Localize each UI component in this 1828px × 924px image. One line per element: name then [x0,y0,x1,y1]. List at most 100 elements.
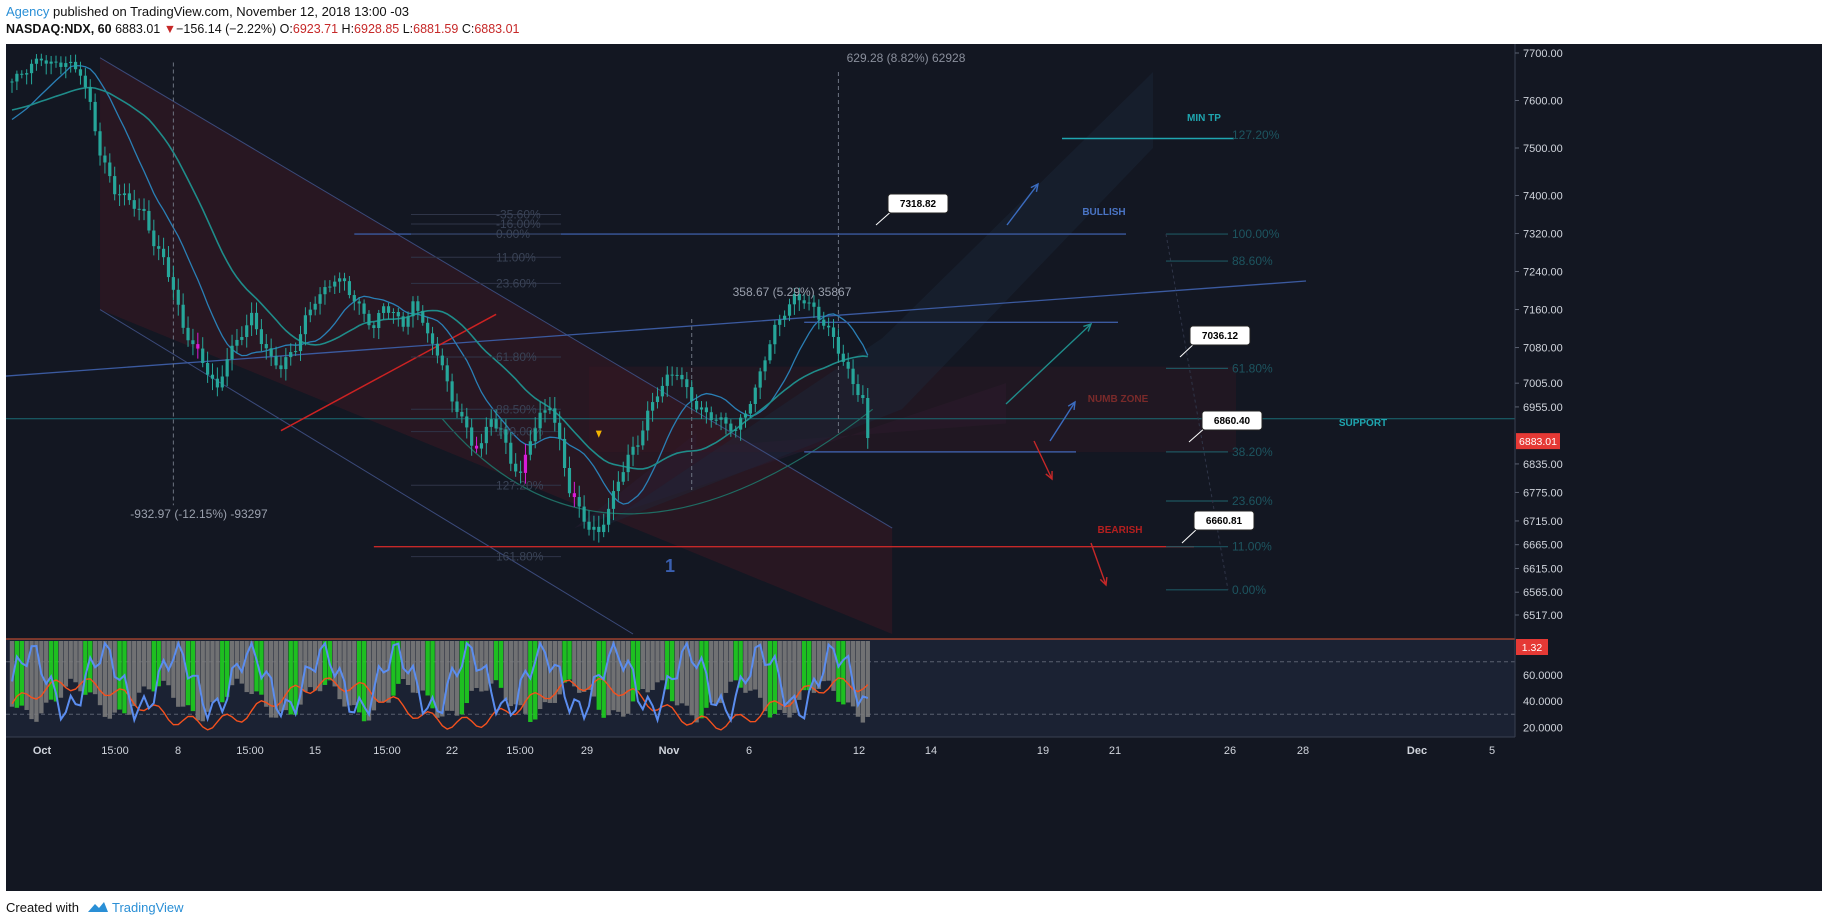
price-candle [831,319,836,349]
price-candle [264,334,268,360]
rsi-hist-bar [176,641,181,707]
rsi-hist-bar [156,641,161,687]
rsi-panel[interactable] [6,638,1515,737]
cup-arc [441,408,874,515]
candle-body [748,403,752,414]
price-chart-svg[interactable]: -35.60%-16.00%0.00%11.00%23.60%61.80%88.… [5,44,1822,891]
candle-body [49,61,53,64]
price-candle [680,367,684,388]
rsi-hist-bar [655,641,660,683]
price-candle [851,359,855,396]
price-candle [318,287,322,315]
candle-body [455,401,459,412]
red-trend-line [280,313,497,432]
price-candle [739,414,743,441]
rsi-hist-bar [273,641,279,718]
rsi-hist-bar [616,641,621,712]
price-candle [509,432,513,472]
price-candle [210,363,215,391]
rsi-hist-bar [831,641,836,691]
candle-body [117,194,122,196]
price-candle [699,401,704,419]
candle-body [357,301,361,304]
rsi-hist-bar [308,641,313,688]
rsi-hist-bar [757,641,763,698]
price-candle [636,435,640,455]
candle-body [318,294,322,304]
fib-right-label: 61.80% [1232,361,1273,375]
y-tick-label: 6615.00 [1523,563,1563,575]
price-candle [465,407,469,439]
price-candle [597,515,601,543]
rsi-hist-bar [821,641,826,682]
price-candle [670,366,674,386]
candle-body [484,426,488,444]
candle-body [78,69,83,76]
close-value: 6883.01 [474,22,520,36]
rsi-hist-bar [625,641,631,714]
candle-body [269,348,273,357]
price-candle [338,272,342,293]
candle-body [206,363,210,375]
candle-body [181,304,185,328]
price-candle [729,419,733,437]
rsi-hist-bar [44,641,49,703]
x-tick-label: 15:00 [506,745,534,757]
price-candle [78,61,83,85]
candle-body [157,246,161,249]
price-candle [470,418,474,456]
rsi-hist-bar [689,641,694,716]
low-label: L: [402,22,414,36]
callout-6660[interactable]: 6660.81 [1181,510,1255,544]
price-candle [142,198,146,221]
candle-body [518,471,523,473]
price-candle [538,401,542,440]
price-candle [269,338,273,367]
rsi-hist-bar [782,641,787,714]
candle-body [509,442,513,464]
candle-body [113,176,117,195]
rsi-hist-bar [860,641,866,723]
rsi-hist-bar [498,641,504,688]
rsi-hist-bar [283,641,289,711]
candle-body [127,193,131,201]
price-candle [225,348,229,387]
candle-body [621,472,625,482]
candle-body [235,339,239,346]
rsi-hist-bar [78,641,83,692]
price-candle [626,444,630,482]
candle-body [416,301,420,311]
rsi-hist-bar [415,641,421,694]
rsi-hist-bar [586,641,592,690]
fib-left-label: 23.60% [496,276,537,290]
tradingview-brand-link[interactable]: TradingView [112,900,184,915]
callout-6860[interactable]: 6860.40 [1188,410,1263,443]
candle-body [254,312,259,330]
fib-right-label: 38.20% [1232,445,1273,459]
rsi-hist-bar [24,641,29,710]
price-candle [426,316,430,343]
chart-area[interactable]: -35.60% -16.00% 0.00% 11.00% 23.60% 61.80% 88.… [5,44,1822,891]
rsi-hist-bar [386,641,391,703]
candle-body [308,309,312,316]
x-tick-label: 15:00 [101,745,129,757]
rsi-hist-bar [425,641,430,696]
publisher-link[interactable]: Agency [6,4,50,19]
fib-left-label: 61.80% [496,350,537,364]
rsi-hist-bar [723,641,729,693]
candle-body [34,58,39,64]
support-break-arrow [1033,440,1053,480]
candle-body [352,295,356,302]
callout-7318[interactable]: 7318.82 [875,193,949,226]
rsi-hist-bar [826,641,831,681]
y-tick-label: 6955.00 [1523,402,1563,414]
rsi-hist-bar [405,641,411,686]
fib-right-label: 23.60% [1232,494,1273,508]
price-candle [29,59,34,85]
price-candle [259,319,263,352]
callout-7036[interactable]: 7036.12 [1179,325,1251,358]
price-candle [577,485,581,518]
symbol-label[interactable]: NASDAQ:NDX, 60 [6,22,112,36]
candle-body [147,210,151,231]
price-candle [866,387,870,449]
